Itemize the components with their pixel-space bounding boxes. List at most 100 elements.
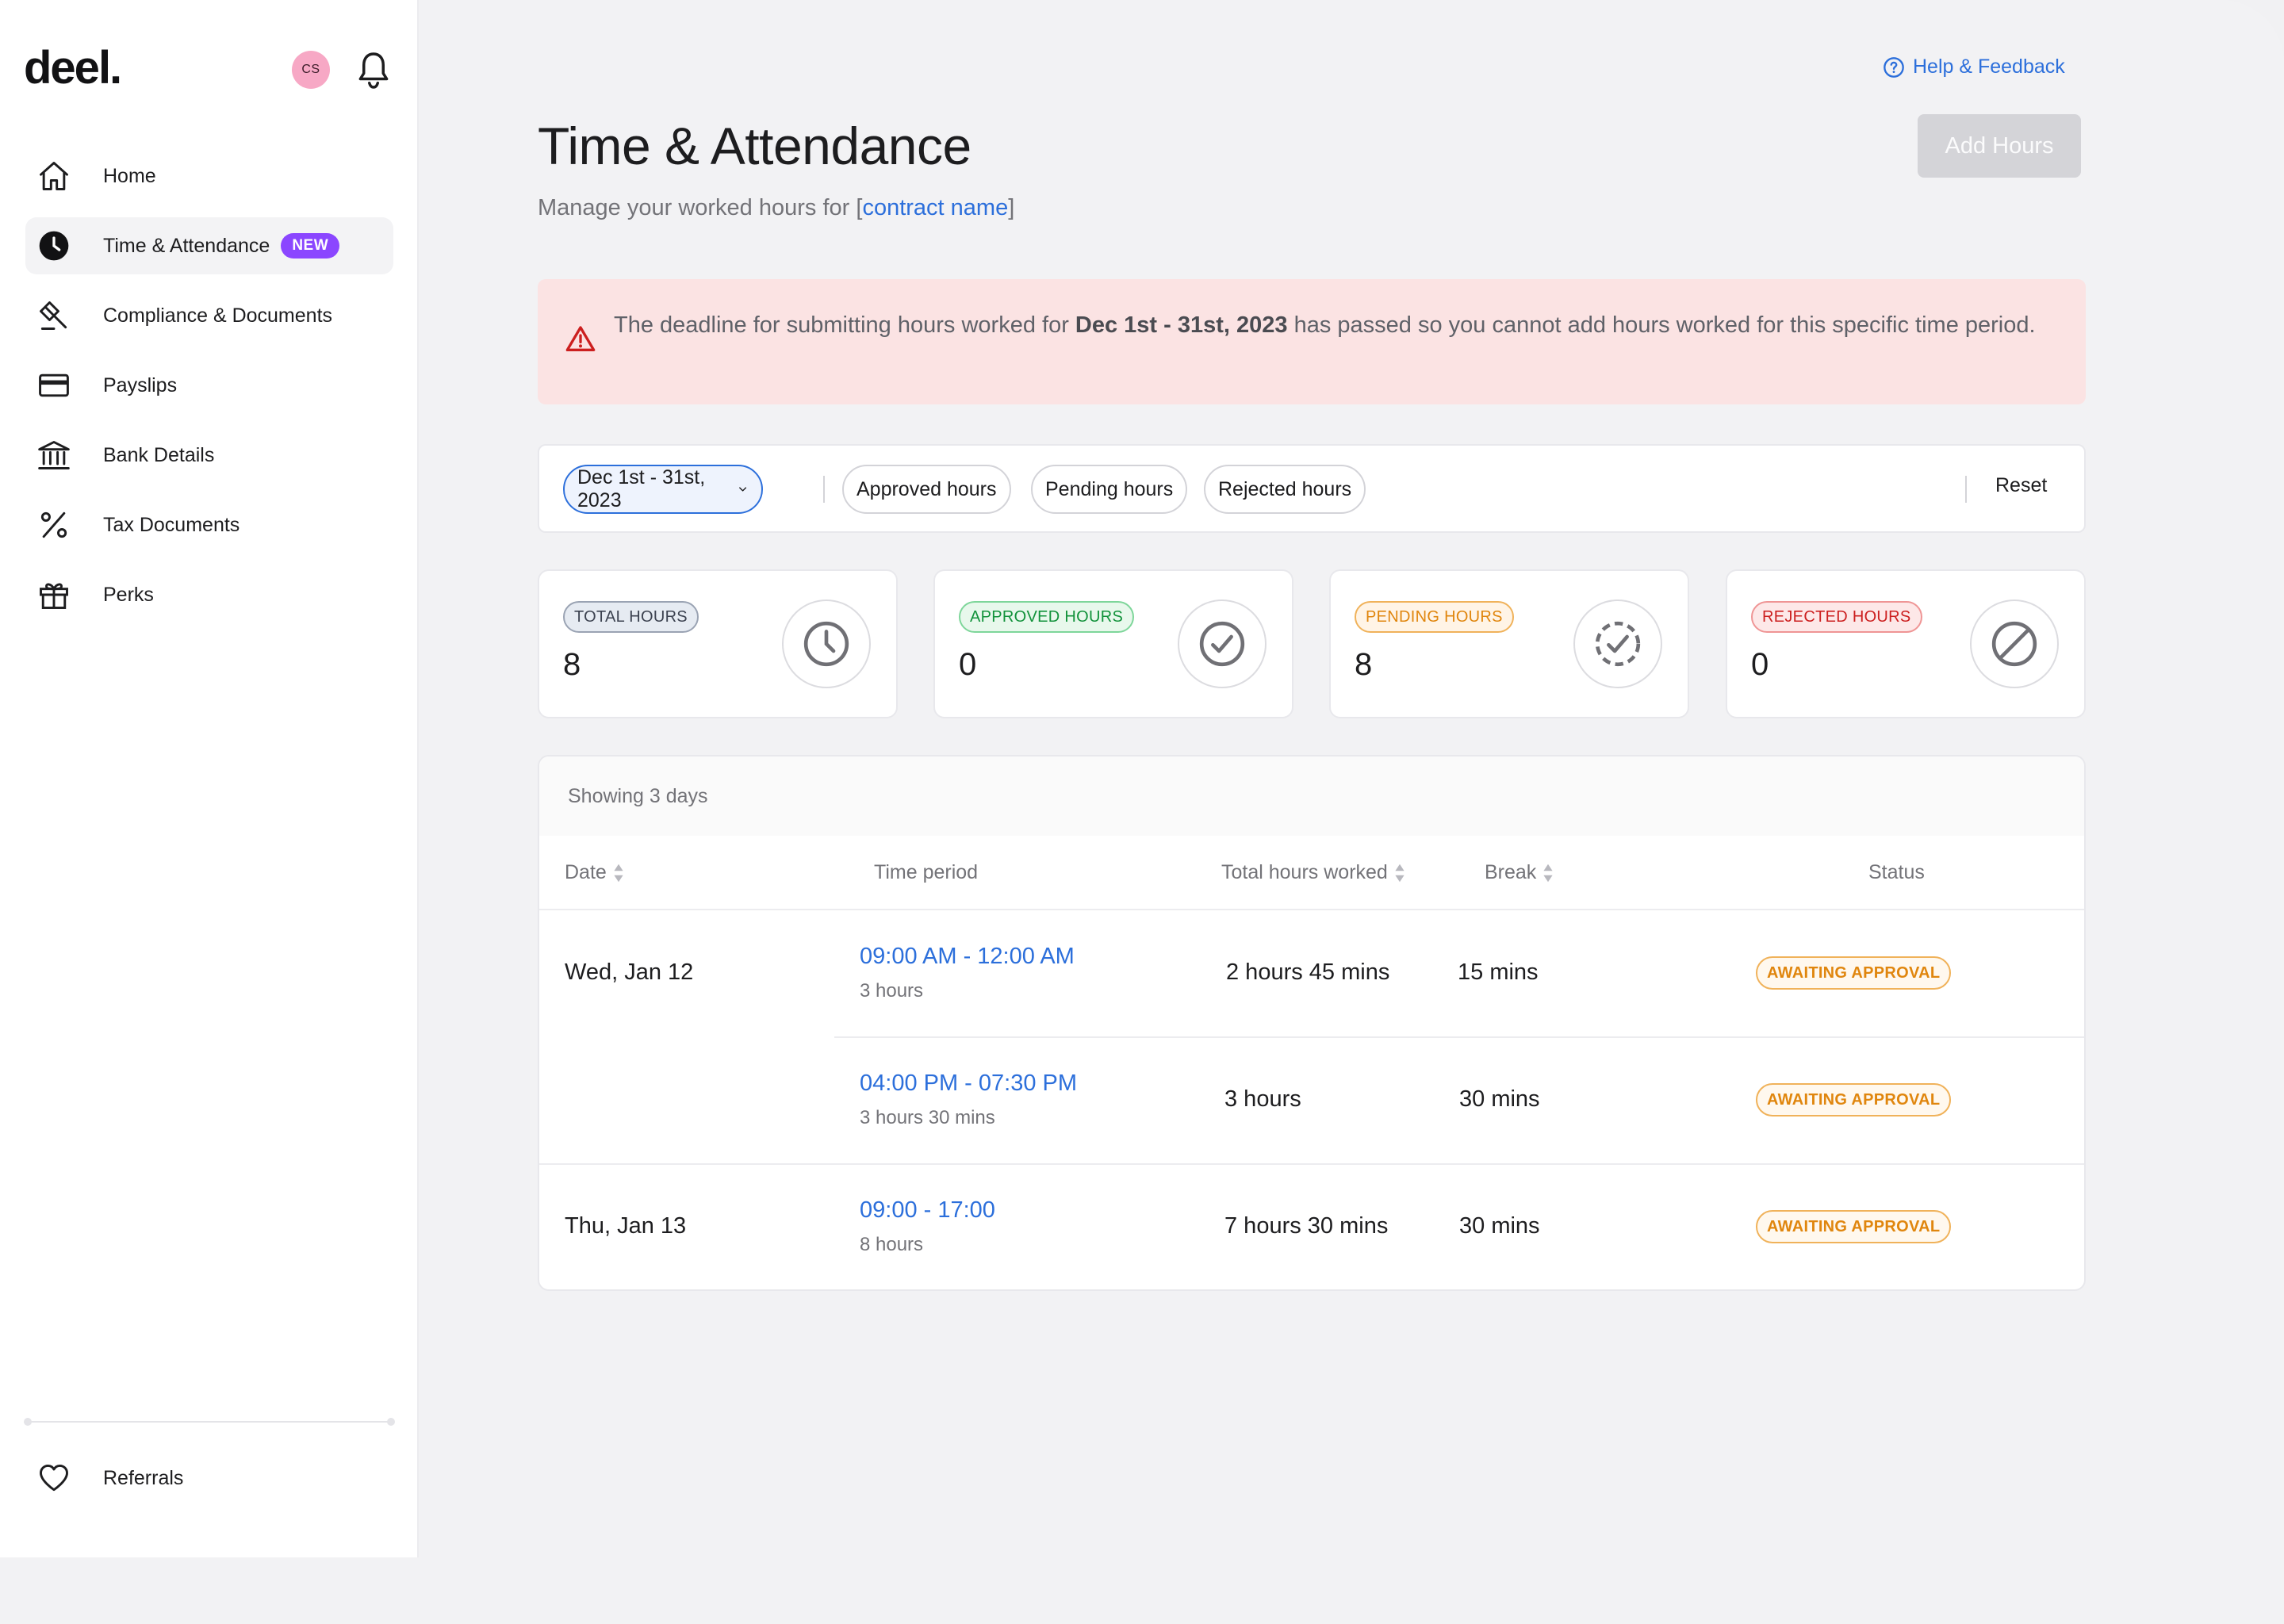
dashed-check-icon — [1573, 599, 1662, 688]
time-period-link[interactable]: 04:00 PM - 07:30 PM — [860, 1071, 1078, 1096]
check-circle-icon — [1178, 599, 1267, 688]
total-hours-worked: 3 hours — [1224, 1086, 1301, 1112]
chevron-down-icon — [738, 487, 746, 492]
sort-icon — [1543, 864, 1553, 882]
approved-hours-filter[interactable]: Approved hours — [842, 465, 1011, 514]
sidebar-item-label: Tax Documents — [103, 513, 240, 536]
clock-icon — [36, 228, 71, 263]
warning-icon — [565, 326, 596, 351]
add-hours-button[interactable]: Add Hours — [1918, 114, 2081, 178]
help-feedback-link[interactable]: Help & Feedback — [1883, 56, 2065, 79]
card-icon — [36, 368, 71, 403]
column-label: Time period — [874, 861, 979, 883]
rejected-hours-filter[interactable]: Rejected hours — [1204, 465, 1366, 514]
sidebar-footer: Referrals — [25, 1450, 393, 1519]
time-period-duration: 3 hours — [860, 980, 924, 1002]
gavel-icon — [36, 298, 71, 333]
table-row[interactable]: 04:00 PM - 07:30 PM 3 hours 30 mins 3 ho… — [539, 1037, 2084, 1164]
new-badge: NEW — [281, 233, 340, 259]
break-duration: 30 mins — [1459, 1213, 1540, 1239]
column-break[interactable]: Break — [1485, 861, 1554, 884]
alert-period: Dec 1st - 31st, 2023 — [1075, 312, 1288, 338]
time-period-link[interactable]: 09:00 - 17:00 — [860, 1197, 995, 1223]
showing-count: Showing 3 days — [568, 785, 708, 807]
column-total-hours[interactable]: Total hours worked — [1221, 861, 1405, 884]
status-badge: AWAITING APPROVAL — [1756, 1083, 1952, 1116]
time-period-link[interactable]: 09:00 AM - 12:00 AM — [860, 944, 1075, 969]
sort-icon — [1395, 864, 1405, 882]
pending-hours-filter[interactable]: Pending hours — [1031, 465, 1188, 514]
hours-table: Showing 3 days Date Time period Total ho… — [538, 755, 2086, 1291]
deadline-alert: The deadline for submitting hours worked… — [538, 279, 2086, 404]
row-divider — [539, 1163, 2084, 1165]
total-hours-card: TOTAL HOURS 8 — [538, 569, 898, 718]
sidebar-item-home[interactable]: Home — [25, 147, 393, 205]
subtitle-suffix: ] — [1008, 195, 1015, 220]
column-label: Break — [1485, 861, 1537, 883]
sidebar-item-label: Home — [103, 164, 156, 187]
subtitle-prefix: Manage your worked hours for [ — [538, 195, 863, 220]
heart-icon — [36, 1461, 71, 1496]
help-label: Help & Feedback — [1913, 56, 2065, 78]
table-row[interactable]: Thu, Jan 13 09:00 - 17:00 8 hours 7 hour… — [539, 1164, 2084, 1289]
table-header: Date Time period Total hours worked Brea… — [539, 836, 2084, 910]
ban-icon — [1970, 599, 2059, 688]
home-icon — [36, 159, 71, 193]
question-icon — [1884, 56, 1904, 78]
stat-value: 8 — [1355, 647, 1373, 682]
sidebar-item-payslips[interactable]: Payslips — [25, 357, 393, 414]
percent-icon — [36, 508, 71, 542]
column-status: Status — [1868, 861, 1925, 884]
status-badge: AWAITING APPROVAL — [1756, 1210, 1952, 1243]
alert-message: The deadline for submitting hours worked… — [614, 306, 2041, 344]
rejected-hours-card: REJECTED HOURS 0 — [1726, 569, 2086, 718]
column-time-period: Time period — [874, 861, 978, 884]
pending-hours-card: PENDING HOURS 8 — [1329, 569, 1689, 718]
bank-icon — [36, 438, 71, 473]
table-summary: Showing 3 days — [539, 756, 2084, 836]
table-row[interactable]: Wed, Jan 12 09:00 AM - 12:00 AM 3 hours … — [539, 910, 2084, 1037]
sidebar: deel. CS Home Time & Attendance NEW — [0, 0, 419, 1557]
approved-hours-card: APPROVED HOURS 0 — [933, 569, 1293, 718]
total-hours-worked: 7 hours 30 mins — [1224, 1213, 1389, 1239]
gift-icon — [36, 577, 71, 612]
sidebar-item-compliance[interactable]: Compliance & Documents — [25, 287, 393, 344]
page-title: Time & Attendance — [538, 117, 971, 175]
date-range-select[interactable]: Dec 1st - 31st, 2023 — [563, 465, 763, 514]
row-divider — [834, 1036, 2084, 1038]
avatar[interactable]: CS — [292, 51, 330, 89]
clock-icon — [782, 599, 871, 688]
stat-value: 0 — [959, 647, 977, 682]
date-range-label: Dec 1st - 31st, 2023 — [577, 466, 706, 511]
sidebar-item-referrals[interactable]: Referrals — [25, 1450, 393, 1507]
reset-button[interactable]: Reset — [1995, 474, 2048, 496]
bell-icon[interactable] — [357, 51, 390, 90]
sidebar-item-label: Compliance & Documents — [103, 304, 333, 327]
deel-logo[interactable]: deel. — [24, 42, 122, 94]
sidebar-item-perks[interactable]: Perks — [25, 566, 393, 623]
filter-separator — [1965, 476, 1967, 503]
sidebar-item-tax-documents[interactable]: Tax Documents — [25, 496, 393, 553]
status-badge: AWAITING APPROVAL — [1756, 956, 1952, 990]
stat-label: REJECTED HOURS — [1751, 601, 1922, 633]
filter-separator — [823, 476, 825, 503]
total-hours-worked: 2 hours 45 mins — [1226, 959, 1390, 985]
column-date[interactable]: Date — [565, 861, 624, 884]
sidebar-item-label: Time & Attendance — [103, 234, 270, 257]
sidebar-item-label: Referrals — [103, 1466, 184, 1489]
sidebar-item-time-attendance[interactable]: Time & Attendance NEW — [25, 217, 393, 274]
stat-value: 0 — [1751, 647, 1769, 682]
row-date: Thu, Jan 13 — [565, 1213, 687, 1239]
column-label: Status — [1868, 861, 1925, 883]
column-label: Date — [565, 861, 607, 883]
sidebar-nav: Home Time & Attendance NEW Compliance & … — [25, 147, 393, 636]
filter-bar: Dec 1st - 31st, 2023 Approved hours Pend… — [538, 444, 2086, 533]
column-label: Total hours worked — [1221, 861, 1388, 883]
stat-value: 8 — [563, 647, 581, 682]
contract-name-link[interactable]: contract name — [862, 195, 1009, 220]
sidebar-item-label: Perks — [103, 583, 154, 606]
time-period-duration: 8 hours — [860, 1234, 924, 1255]
row-date: Wed, Jan 12 — [565, 959, 694, 985]
sidebar-item-bank-details[interactable]: Bank Details — [25, 427, 393, 484]
